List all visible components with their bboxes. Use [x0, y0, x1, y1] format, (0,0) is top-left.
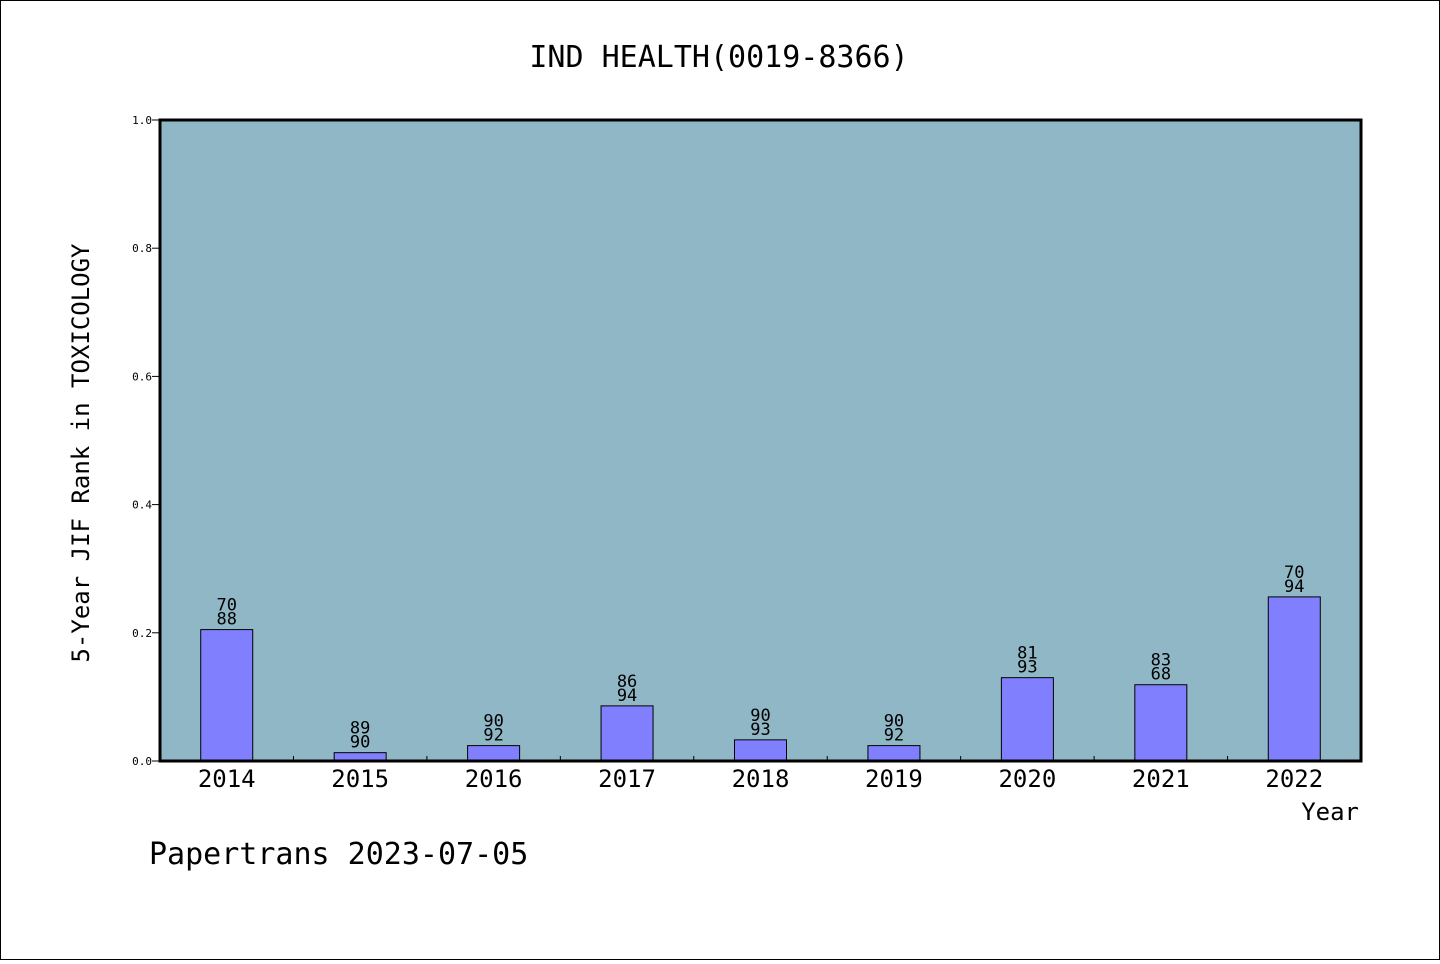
bar-label-bottom: 92 — [884, 726, 904, 746]
bar-label-bottom: 88 — [216, 610, 236, 630]
bar-label-bottom: 90 — [350, 733, 370, 753]
bar-label-top: 90 — [750, 706, 770, 726]
bar-2016 — [467, 745, 521, 762]
y-axis: 0.0 0.2 0.4 0.6 0.8 1.0 — [132, 114, 160, 768]
x-tick-label: 2016 — [465, 765, 523, 793]
bar-label-top: 81 — [1017, 644, 1037, 664]
y-axis-label: 5-Year JIF Rank in TOXICOLOGY — [67, 243, 95, 663]
x-tick-label: 2014 — [198, 765, 256, 793]
bar-2018 — [734, 739, 787, 762]
y-tick-label: 0.2 — [132, 627, 152, 640]
x-tick-label: 2021 — [1132, 765, 1190, 793]
bar-label-bottom: 93 — [1017, 658, 1037, 678]
bar-2017 — [600, 705, 654, 762]
bar-label-bottom: 92 — [483, 726, 503, 746]
x-tick-label: 2022 — [1265, 765, 1323, 793]
x-tick-label: 2017 — [598, 765, 656, 793]
footer-watermark: Papertrans 2023-07-05 — [149, 837, 528, 872]
bar-2022 — [1267, 596, 1321, 762]
bar-label-bottom: 94 — [1284, 577, 1304, 597]
bar-label-bottom: 94 — [617, 686, 637, 706]
x-tick-label: 2019 — [865, 765, 923, 793]
bar-label-top: 70 — [216, 596, 236, 616]
bar-label-bottom: 68 — [1151, 665, 1171, 685]
plot-area — [160, 120, 1361, 761]
y-tick-label: 1.0 — [132, 114, 152, 127]
bar-label-top: 90 — [884, 712, 904, 732]
x-tick-label: 2018 — [732, 765, 790, 793]
bar-label-top: 89 — [350, 719, 370, 739]
bar-2021 — [1134, 684, 1188, 762]
x-axis-label: Year — [1301, 798, 1359, 826]
chart-title: IND HEALTH(0019-8366) — [529, 40, 908, 75]
plot-border — [158, 118, 1363, 763]
bar-2020 — [1000, 677, 1054, 762]
bar-label-top: 83 — [1151, 651, 1171, 671]
y-tick-label: 0.4 — [132, 499, 152, 512]
x-axis: 2014 2015 2016 2017 2018 2019 2020 2021 2022 — [198, 756, 1323, 793]
bar-label-bottom: 93 — [750, 720, 770, 740]
bar-label-top: 70 — [1284, 563, 1304, 583]
bar-label-top: 86 — [617, 672, 637, 692]
y-tick-label: 0.8 — [132, 242, 152, 255]
y-tick-label: 0.0 — [132, 755, 152, 768]
bar-2019 — [867, 745, 921, 762]
x-tick-label: 2015 — [331, 765, 389, 793]
bar-label-top: 90 — [483, 712, 503, 732]
bar-2014 — [200, 629, 254, 762]
y-tick-label: 0.6 — [132, 370, 152, 383]
x-tick-label: 2020 — [998, 765, 1056, 793]
